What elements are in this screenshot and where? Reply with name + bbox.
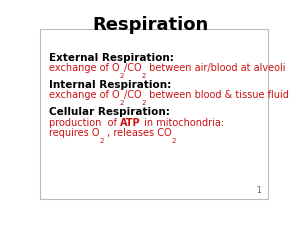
Text: 2: 2 xyxy=(142,100,146,106)
Text: between blood & tissue fluid: between blood & tissue fluid xyxy=(146,90,289,100)
Text: 2: 2 xyxy=(100,138,104,144)
Text: Internal Respiration:: Internal Respiration: xyxy=(49,80,171,90)
Text: exchange of O: exchange of O xyxy=(49,63,120,73)
Text: , releases CO: , releases CO xyxy=(104,128,172,139)
Text: production  of: production of xyxy=(49,118,120,128)
Text: Respiration: Respiration xyxy=(92,16,208,34)
Text: in mitochondria:: in mitochondria: xyxy=(141,118,224,128)
Text: 2: 2 xyxy=(172,138,176,144)
Text: 1: 1 xyxy=(256,186,261,195)
Text: between air/blood at alveoli: between air/blood at alveoli xyxy=(146,63,286,73)
Text: requires O: requires O xyxy=(49,128,100,139)
Text: Cellular Respiration:: Cellular Respiration: xyxy=(49,107,170,117)
Text: exchange of O: exchange of O xyxy=(49,90,120,100)
Text: 2: 2 xyxy=(120,100,124,106)
Text: External Respiration:: External Respiration: xyxy=(49,53,174,63)
Text: 2: 2 xyxy=(142,73,146,79)
Text: /CO: /CO xyxy=(124,90,142,100)
Text: /CO: /CO xyxy=(124,63,142,73)
Text: ATP: ATP xyxy=(120,118,141,128)
Text: 2: 2 xyxy=(120,73,124,79)
